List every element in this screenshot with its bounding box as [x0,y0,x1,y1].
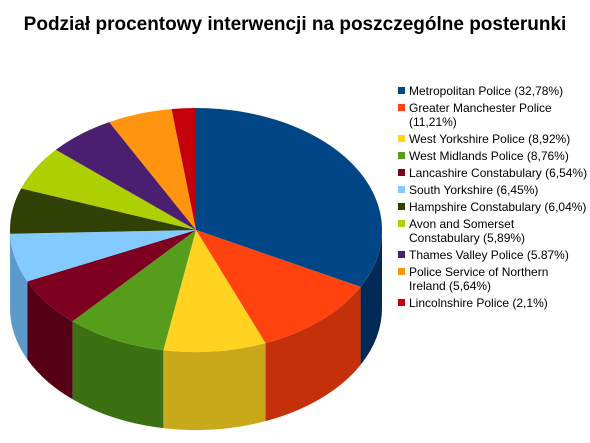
legend-swatch [398,299,405,306]
pie-slice-0 [196,108,383,287]
legend-item: Police Service of Northern Ireland (5,64… [398,265,588,293]
legend-label: West Yorkshire Police (8,92%) [409,132,571,146]
pie-slice-side-3 [72,321,164,429]
legend-swatch [398,268,405,275]
pie-slice-9 [109,109,196,230]
pie-slice-7 [21,149,196,230]
chart-title: Podział procentowy interwencji na poszcz… [23,14,567,35]
legend-swatch [398,186,405,193]
legend-item: Thames Valley Police (5.87%) [398,248,588,262]
pie-slice-1 [196,230,361,344]
legend-swatch [398,220,405,227]
legend-item: Hampshire Constabulary (6,04%) [398,200,588,214]
pie-slice-side-2 [163,343,266,431]
legend-item: West Yorkshire Police (8,92%) [398,132,588,146]
legend-label: Police Service of Northern Ireland (5,64… [409,265,549,293]
legend-item: South Yorkshire (6,45%) [398,183,588,197]
pie-slice-6 [10,188,197,234]
pie-slice-5 [10,230,196,282]
legend-swatch [398,87,405,94]
legend-swatch [398,104,405,111]
chart-legend: Metropolitan Police (32,78%) Greater Manc… [398,84,588,313]
legend-item: Lincolnshire Police (2,1%) [398,296,588,310]
legend-item: West Midlands Police (8,76%) [398,149,588,163]
legend-item: Avon and Somerset Constabulary (5,89%) [398,217,588,245]
legend-swatch [398,169,405,176]
legend-item: Metropolitan Police (32,78%) [398,84,588,98]
legend-swatch [398,203,405,210]
pie-slice-8 [55,122,197,230]
pie-slice-side-1 [265,286,361,422]
legend-item: Greater Manchester Police (11,21%) [398,101,588,129]
legend-item: Lancashire Constabulary (6,54%) [398,166,588,180]
legend-label: West Midlands Police (8,76%) [409,149,569,163]
legend-label: Greater Manchester Police (11,21%) [409,101,552,129]
legend-label: Lincolnshire Police (2,1%) [409,296,548,310]
pie-slice-10 [171,108,196,230]
legend-label: Thames Valley Police (5.87%) [409,248,569,262]
pie-slice-side-5 [10,233,28,360]
pie-slice-side-4 [27,281,73,400]
pie-slice-side-0 [360,230,382,365]
legend-label: Hampshire Constabulary (6,04%) [409,200,587,214]
legend-label: South Yorkshire (6,45%) [409,183,539,197]
pie-slice-3 [72,230,196,351]
legend-swatch [398,152,405,159]
legend-label: Avon and Somerset Constabulary (5,89%) [409,217,526,245]
legend-label: Lancashire Constabulary (6,54%) [409,166,588,180]
pie-slice-4 [27,230,197,322]
legend-swatch [398,135,405,142]
pie-slice-2 [163,230,266,352]
legend-swatch [398,251,405,258]
legend-label: Metropolitan Police (32,78%) [409,84,564,98]
